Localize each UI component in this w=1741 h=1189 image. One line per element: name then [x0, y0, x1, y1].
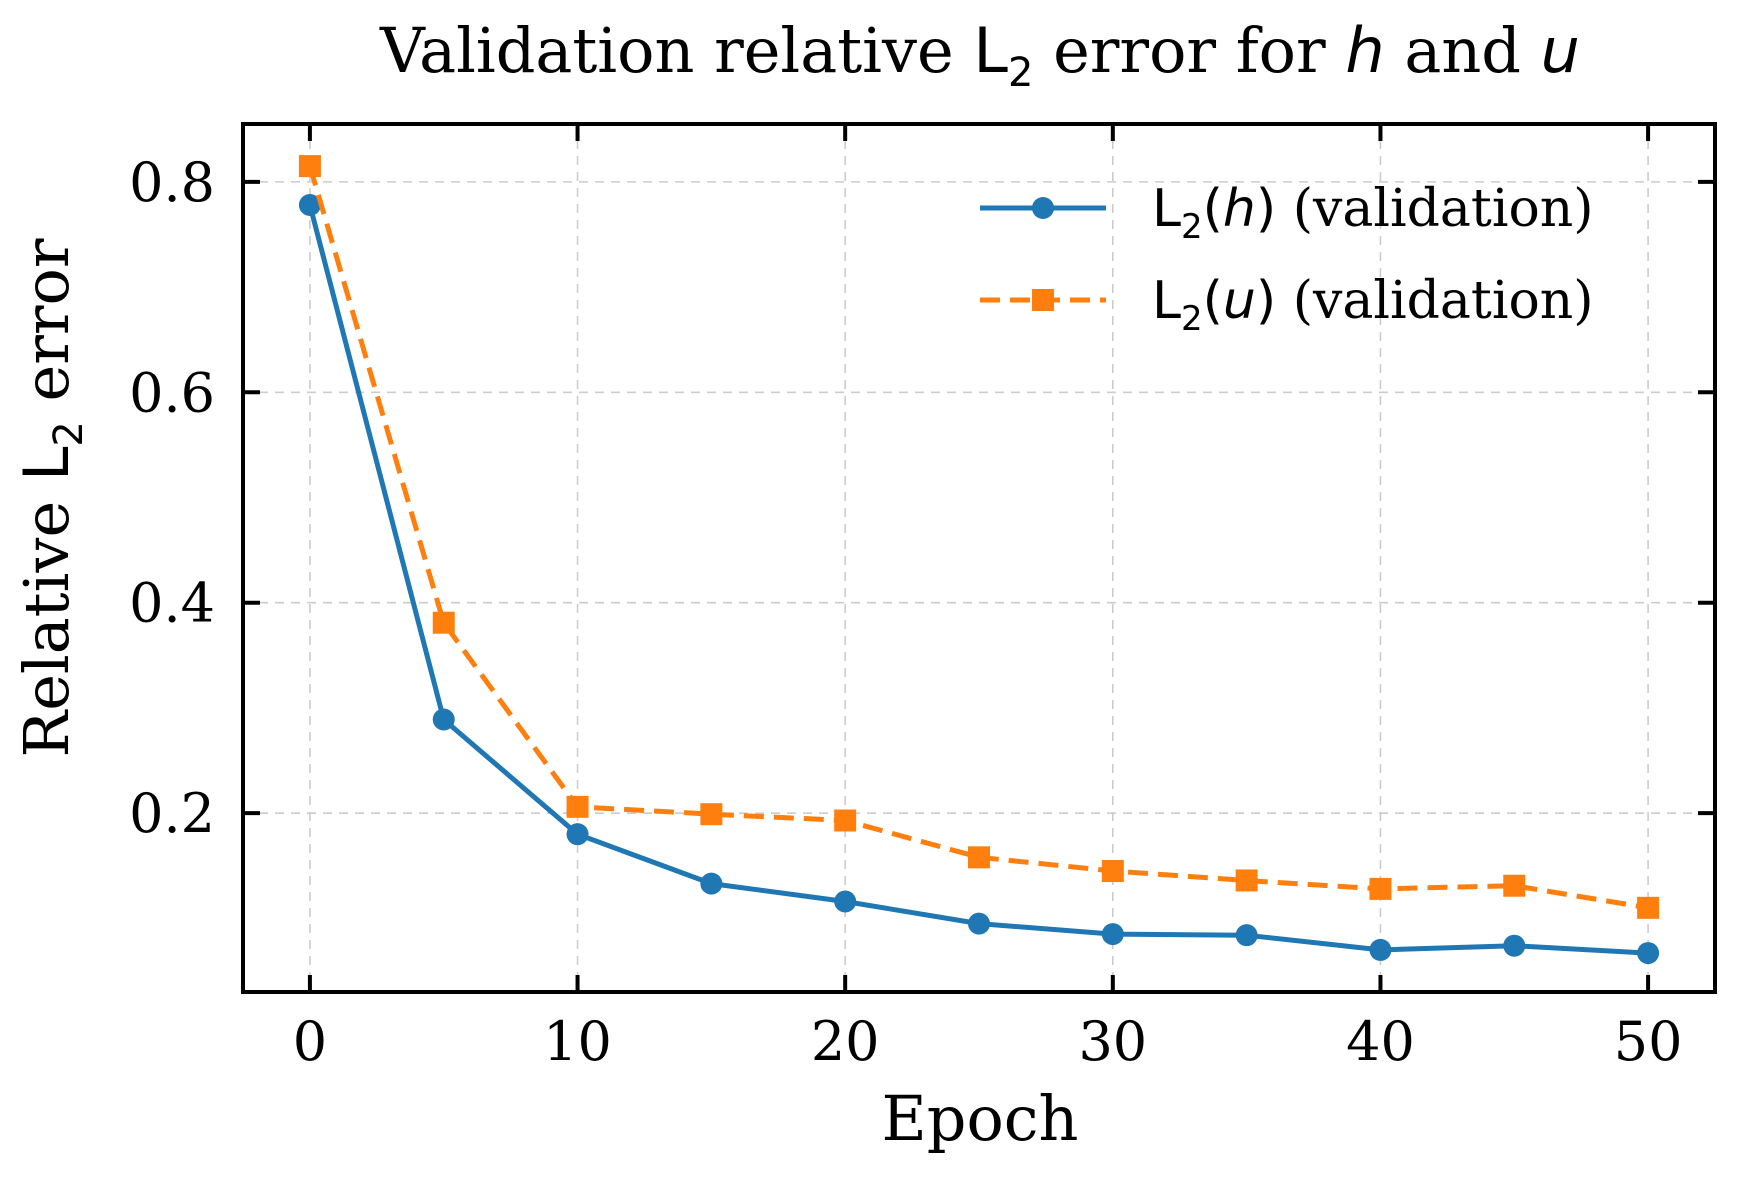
data-point-u: [700, 803, 723, 826]
y-axis-label: Relative L2 error: [10, 238, 92, 757]
x-tick-label: 10: [543, 1010, 612, 1073]
data-point-u: [1369, 877, 1392, 900]
x-tick-label: 30: [1078, 1010, 1147, 1073]
legend-marker-h: [1032, 197, 1054, 219]
x-tick-label: 20: [811, 1010, 880, 1073]
x-tick-label: 0: [293, 1010, 327, 1073]
data-point-u: [1637, 896, 1660, 919]
x-axis-label: Epoch: [882, 1082, 1079, 1155]
data-point-u: [968, 846, 990, 869]
data-point-h: [700, 872, 723, 895]
data-point-u: [1235, 869, 1258, 892]
ticks: 0 10 20 30 40 50 0.2 0.4 0.6 0.8: [129, 124, 1715, 1073]
series-h: [298, 194, 1660, 965]
legend: L2(h) (validation) L2(u) (validation): [980, 179, 1594, 339]
grid: [243, 124, 1715, 992]
data-point-u: [298, 155, 321, 178]
data-point-u: [1101, 860, 1124, 883]
legend-marker-u: [1032, 289, 1054, 311]
data-point-h: [1503, 934, 1526, 957]
data-point-h: [432, 708, 455, 731]
data-point-h: [968, 912, 990, 935]
x-tick-label: 50: [1614, 1010, 1683, 1073]
data-point-u: [1503, 874, 1526, 897]
data-point-u: [834, 809, 857, 832]
data-point-h: [1101, 923, 1124, 946]
y-tick-label: 0.4: [129, 572, 215, 635]
y-tick-label: 0.2: [129, 782, 215, 845]
y-tick-label: 0.8: [129, 151, 215, 214]
data-point-h: [298, 194, 321, 217]
series-u: [298, 155, 1660, 919]
series-layer: [298, 155, 1660, 965]
axes-frame: [241, 122, 1717, 994]
x-tick-label: 40: [1346, 1010, 1415, 1073]
legend-entry-h: L2(h) (validation): [980, 179, 1594, 247]
data-point-u: [566, 795, 589, 818]
data-point-h: [566, 823, 589, 846]
data-point-u: [432, 611, 455, 634]
data-point-h: [1637, 942, 1660, 965]
legend-label-u: L2(u) (validation): [1152, 271, 1594, 339]
chart-title: Validation relative L2 error for h and u: [379, 14, 1580, 96]
data-point-h: [834, 890, 857, 913]
y-tick-label: 0.6: [129, 361, 215, 424]
data-point-h: [1235, 924, 1258, 947]
legend-entry-u: L2(u) (validation): [980, 271, 1594, 339]
data-point-h: [1369, 938, 1392, 961]
legend-label-h: L2(h) (validation): [1152, 179, 1594, 247]
